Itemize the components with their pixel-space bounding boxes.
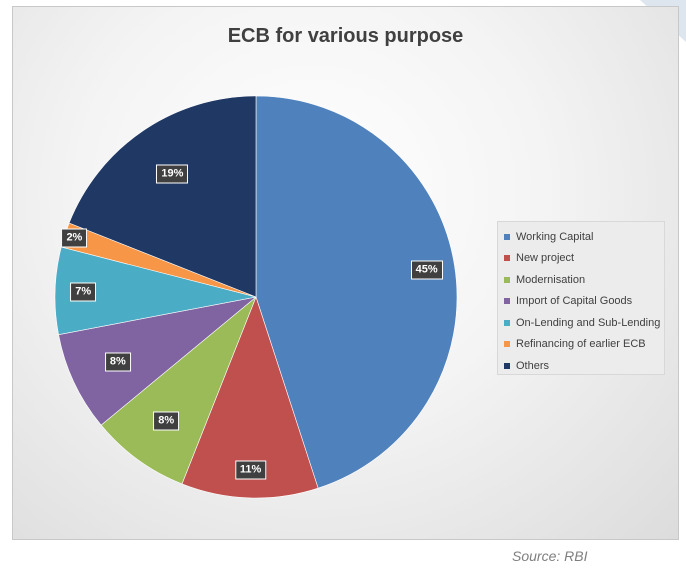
legend-item: Refinancing of earlier ECB (504, 334, 658, 356)
pie-slice-others (68, 95, 257, 298)
source-note: Source: RBI (512, 548, 588, 564)
chart-title: ECB for various purpose (227, 25, 464, 47)
data-label: 45% (410, 260, 443, 280)
legend-swatch (504, 298, 510, 305)
legend-swatch (504, 319, 510, 326)
legend-swatch (504, 233, 510, 240)
legend-label: Import of Capital Goods (516, 295, 633, 308)
pie-slice-working-capital (255, 95, 458, 489)
data-label: 19% (156, 164, 189, 184)
pie-slice-import-of-capital-goods (58, 296, 257, 426)
legend-swatch (504, 276, 510, 283)
legend-label: New project (516, 252, 575, 265)
legend-label: Modernisation (516, 273, 586, 286)
legend-item: On-Lending and Sub-Lending (504, 312, 661, 334)
data-label: 8% (153, 411, 180, 431)
legend-item: Others (504, 355, 658, 377)
legend-item: New project (504, 248, 658, 270)
chart-area: ECB for various purpose 45% 11% 8% 8% 7% 2% 19… (12, 6, 679, 540)
pie-chart (54, 95, 458, 499)
legend-swatch (504, 341, 510, 348)
data-label: 8% (104, 352, 131, 372)
data-label: 2% (61, 228, 88, 248)
legend: Working Capital New project Modernisation I… (497, 221, 665, 375)
legend-item: Modernisation (504, 269, 658, 291)
legend-label: On-Lending and Sub-Lending (516, 316, 661, 329)
pie-slice-new-project (181, 296, 319, 499)
data-label: 11% (234, 460, 267, 480)
legend-item: Import of Capital Goods (504, 291, 658, 313)
legend-label: Refinancing of earlier ECB (516, 338, 646, 351)
legend-label: Working Capital (516, 230, 594, 243)
legend-swatch (504, 255, 510, 262)
legend-item: Working Capital (504, 226, 658, 248)
data-label: 7% (70, 282, 97, 302)
legend-label: Others (516, 359, 550, 372)
legend-swatch (504, 362, 510, 369)
pie-slice-modernisation (100, 296, 257, 485)
